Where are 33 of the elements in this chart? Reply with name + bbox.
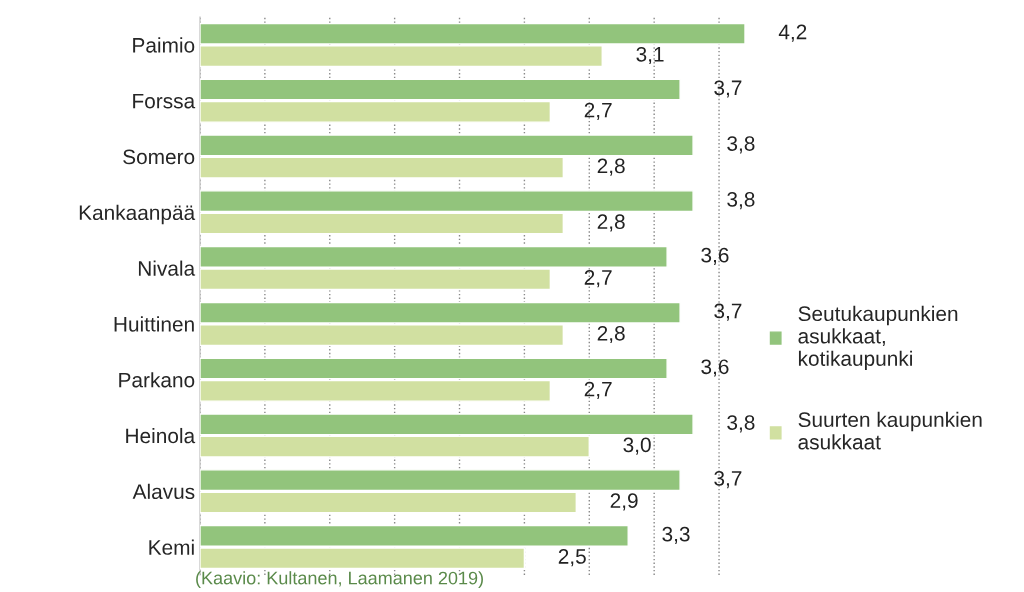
y-tick-label: Kemi xyxy=(149,539,194,555)
data-label: 2,7 xyxy=(584,102,612,120)
y-tick-label: Kankaanpää xyxy=(79,204,196,225)
data-label: 2,8 xyxy=(597,214,625,232)
data-label: 2,9 xyxy=(610,493,638,511)
y-tick-label: Alavus xyxy=(132,483,195,500)
data-label: 2,7 xyxy=(584,381,612,399)
data-label: 3,6 xyxy=(701,359,729,377)
y-tick-label: Heinola xyxy=(126,427,196,444)
y-tick-label: Paimio xyxy=(133,37,195,53)
data-label: 3,0 xyxy=(623,437,651,455)
legend-label: Seutukaupunkien asukkaat, kotikaupunki xyxy=(798,305,958,371)
data-label: 3,8 xyxy=(727,136,755,154)
y-tick-label: Forssa xyxy=(133,93,196,109)
data-label: 3,8 xyxy=(727,191,755,210)
data-label: 2,8 xyxy=(597,158,625,176)
data-label: 3,7 xyxy=(714,80,742,98)
data-label: 3,7 xyxy=(714,303,742,321)
y-tick-label: Nivala xyxy=(138,260,196,276)
data-label: 3,1 xyxy=(636,46,664,65)
data-label: 3,3 xyxy=(662,526,690,544)
data-label: 3,7 xyxy=(714,470,742,489)
data-label: 3,6 xyxy=(701,247,729,265)
data-label: 4,2 xyxy=(778,24,807,42)
data-label: 2,5 xyxy=(558,549,586,567)
legend-label: Suurten kaupunkien asukkaat xyxy=(798,411,982,450)
data-label: 2,8 xyxy=(597,325,625,344)
y-tick-label: Somero xyxy=(123,149,195,165)
data-label: 3,8 xyxy=(727,415,755,433)
y-tick-label: Huittinen xyxy=(114,316,194,332)
annotation: (Kaavio: Kultanen, Laamanen 2019) xyxy=(196,571,483,588)
data-label: 2,7 xyxy=(584,270,612,288)
y-tick-label: Parkano xyxy=(119,372,195,388)
